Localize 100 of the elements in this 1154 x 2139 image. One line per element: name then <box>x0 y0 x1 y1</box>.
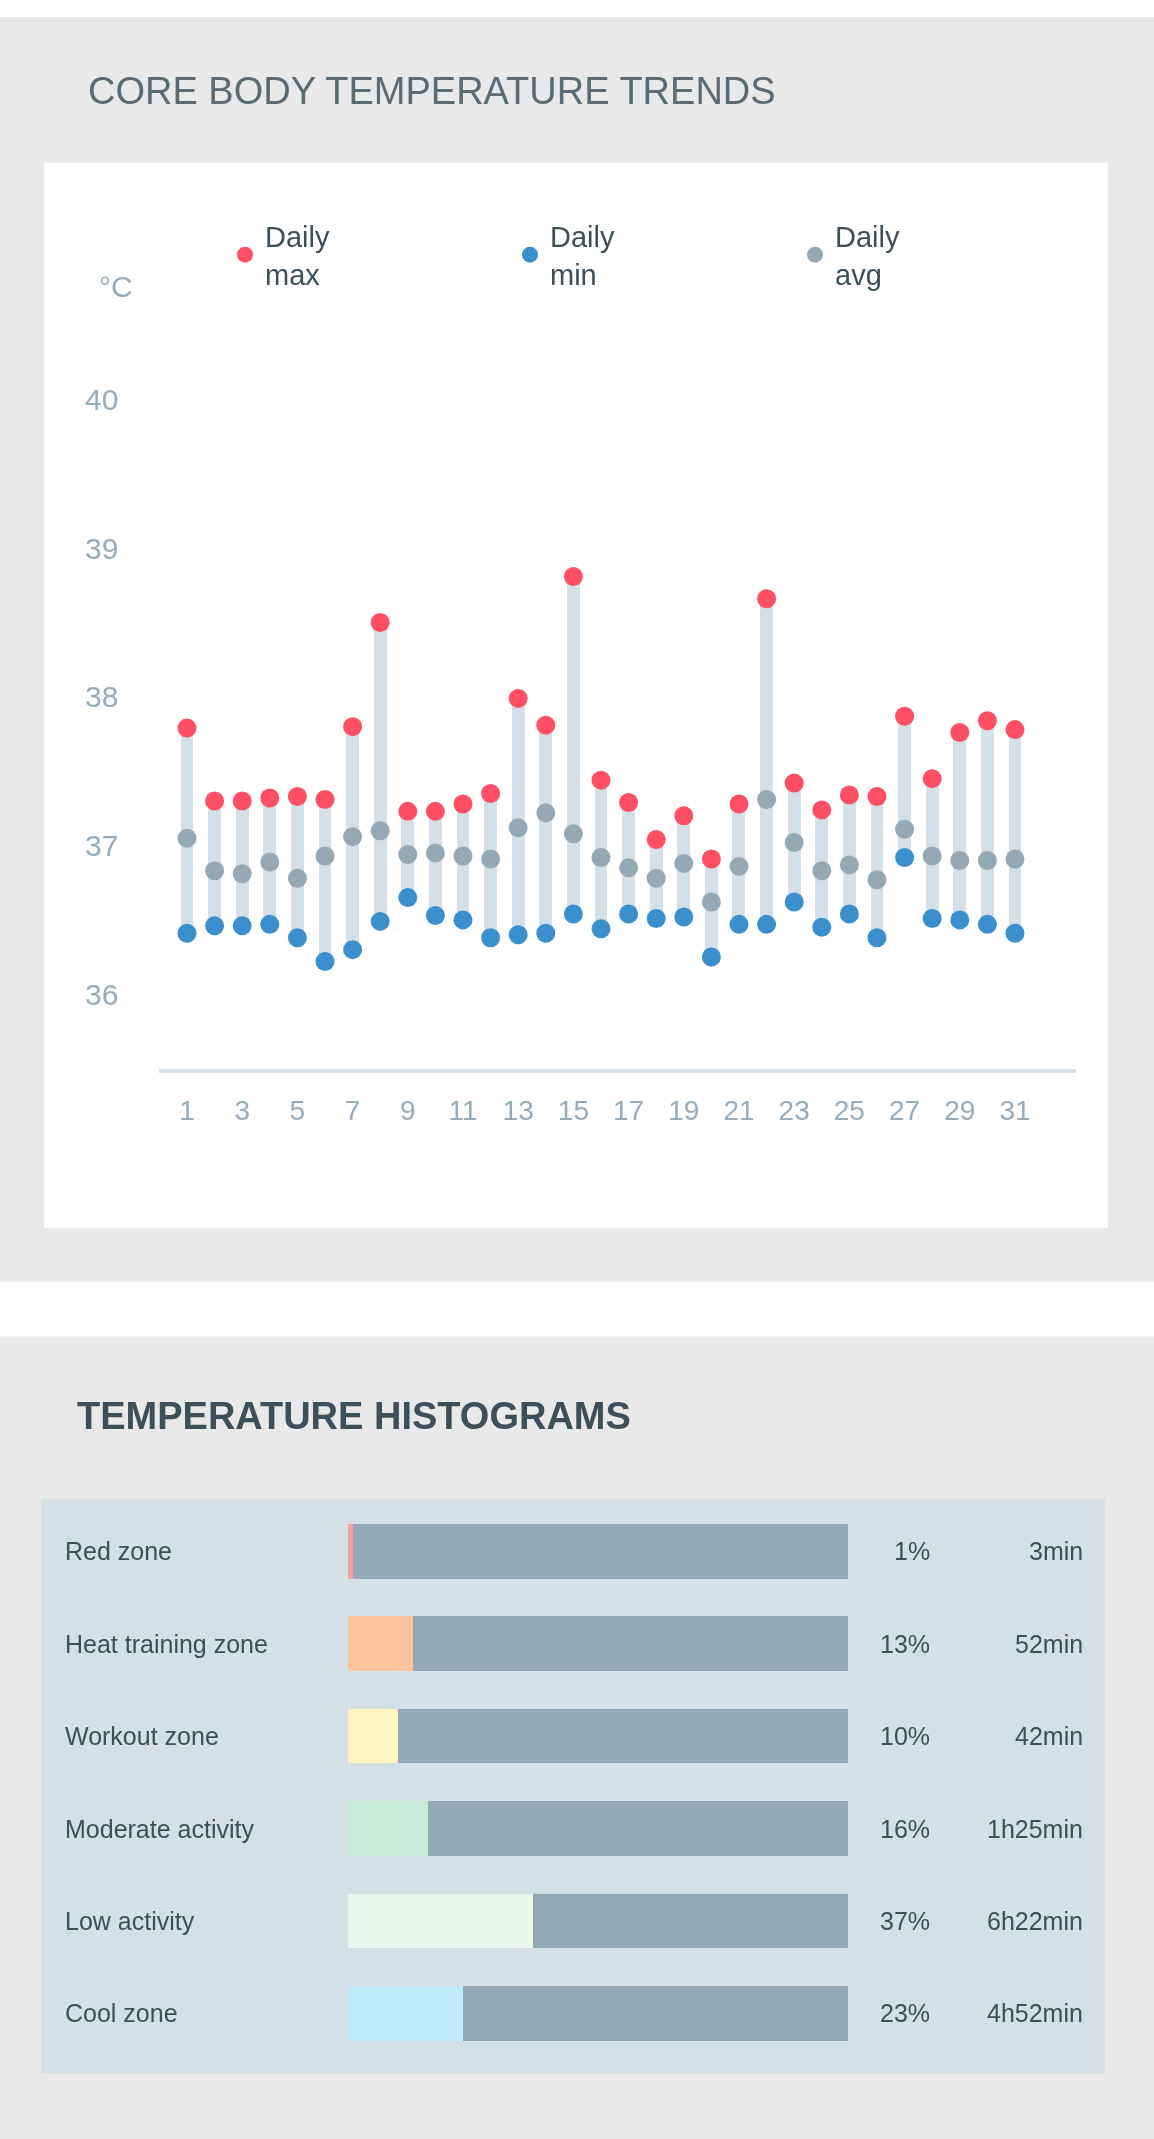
point <box>729 794 749 814</box>
point <box>177 828 197 848</box>
legend-label: Daily max <box>265 221 330 291</box>
y-tick-label: 36 <box>85 977 119 1011</box>
point <box>591 770 611 790</box>
y-tick-label: Cool zone <box>65 1999 178 2027</box>
point <box>453 910 473 930</box>
point <box>591 847 611 867</box>
point <box>950 723 970 743</box>
text: 4h52min <box>987 1999 1083 2027</box>
point <box>1005 720 1025 740</box>
point <box>619 792 639 812</box>
point <box>315 846 335 866</box>
bar <box>348 1524 353 1579</box>
point <box>205 861 225 881</box>
point <box>232 791 252 811</box>
point <box>729 914 749 934</box>
point <box>757 589 777 609</box>
text: 1h25min <box>987 1815 1083 1843</box>
point <box>674 806 694 826</box>
x-tick-label: 17 <box>613 1095 645 1127</box>
point <box>674 853 694 873</box>
x-tick-label: 1 <box>179 1095 195 1127</box>
point <box>784 892 804 912</box>
point <box>646 830 666 850</box>
point <box>232 916 252 936</box>
point <box>205 916 225 936</box>
point <box>812 800 832 820</box>
point <box>563 824 583 844</box>
point <box>343 827 363 847</box>
legend-label: Daily min <box>550 221 615 291</box>
x-tick-label: 27 <box>889 1095 921 1127</box>
point <box>260 852 280 872</box>
data-label: 1% <box>894 1537 931 1565</box>
point <box>591 919 611 939</box>
point <box>481 849 501 869</box>
point <box>232 864 252 884</box>
point <box>839 904 859 924</box>
point <box>481 784 501 804</box>
point <box>922 908 942 928</box>
bar <box>348 1616 413 1671</box>
x-tick-label: 21 <box>723 1095 755 1127</box>
y-tick-label: Moderate activity <box>65 1815 255 1843</box>
point <box>812 917 832 937</box>
point <box>729 856 749 876</box>
point <box>784 833 804 853</box>
point <box>619 904 639 924</box>
text: 3min <box>1029 1537 1084 1565</box>
y-tick-label: Low activity <box>65 1907 195 1935</box>
point <box>701 947 721 967</box>
point <box>977 711 997 731</box>
point <box>757 914 777 934</box>
x-tick-label: 5 <box>289 1095 306 1127</box>
point <box>260 788 280 808</box>
bar <box>348 1801 428 1856</box>
y-tick-label: Red zone <box>65 1537 173 1565</box>
bar <box>533 1893 848 1949</box>
point <box>922 846 942 866</box>
point <box>536 923 556 943</box>
y-tick-label: Heat training zone <box>65 1630 268 1658</box>
point <box>812 861 832 881</box>
point <box>425 905 445 925</box>
point <box>508 688 528 708</box>
point <box>508 818 528 838</box>
point <box>370 821 390 841</box>
point <box>343 717 363 737</box>
point <box>425 843 445 863</box>
point <box>1005 849 1025 869</box>
x-tick-label: 13 <box>502 1095 534 1127</box>
point <box>398 844 418 864</box>
point <box>536 803 556 823</box>
point <box>895 847 915 867</box>
data-label: 37% <box>880 1907 931 1935</box>
text: 6h22min <box>987 1907 1083 1935</box>
point <box>757 789 777 809</box>
point <box>398 888 418 908</box>
data-label: 10% <box>880 1722 931 1750</box>
x-tick-label: 29 <box>944 1095 976 1127</box>
point <box>839 785 859 805</box>
point <box>701 892 721 912</box>
text: 42min <box>1015 1722 1084 1750</box>
y-tick-label: 38 <box>85 680 119 714</box>
point <box>177 718 197 738</box>
point <box>646 908 666 928</box>
point <box>453 846 473 866</box>
bar <box>348 1708 398 1764</box>
y-tick-label: 39 <box>85 531 119 565</box>
point <box>563 566 583 586</box>
point <box>867 787 887 806</box>
data-label: 16% <box>880 1815 931 1843</box>
point <box>536 715 556 735</box>
point <box>425 801 445 821</box>
y-tick-label: Workout zone <box>65 1722 219 1750</box>
bar <box>463 1986 848 2041</box>
y-tick-label: 37 <box>85 829 119 863</box>
x-tick-label: 7 <box>344 1095 361 1127</box>
point <box>177 923 197 943</box>
point <box>839 855 859 875</box>
x-tick-label: 3 <box>234 1095 250 1127</box>
point <box>784 773 804 793</box>
